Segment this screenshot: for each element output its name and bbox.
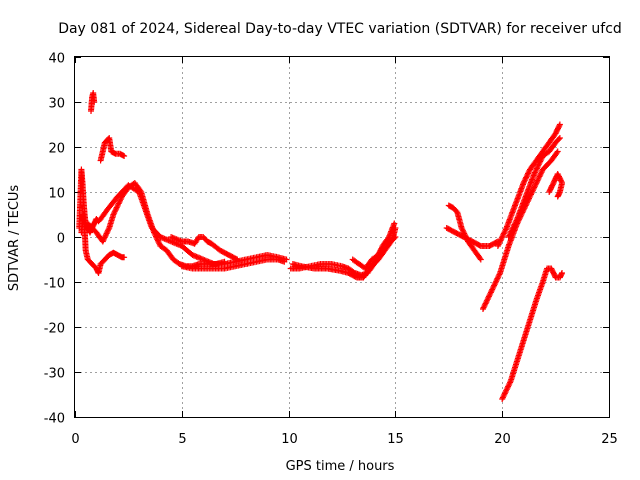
y-tick-label: -40 xyxy=(44,412,65,427)
y-tick-label: 40 xyxy=(48,52,65,67)
series-track-10 xyxy=(349,220,398,272)
data-point xyxy=(392,234,399,240)
x-tick-label: 25 xyxy=(601,432,618,447)
y-tick-label: 10 xyxy=(48,187,65,202)
data-point xyxy=(101,235,107,242)
y-axis-label: SDTVAR / TECUs xyxy=(7,185,22,292)
data-point xyxy=(528,190,535,196)
y-tick-label: 20 xyxy=(48,142,65,157)
series-track-17 xyxy=(546,171,565,200)
data-point xyxy=(121,153,128,159)
x-tick-label: 20 xyxy=(494,432,511,447)
data-point xyxy=(137,187,144,194)
data-marks xyxy=(76,90,565,402)
series-track-2 xyxy=(78,211,128,276)
data-point xyxy=(533,166,540,173)
axis-ticks xyxy=(75,57,610,418)
x-axis-label: GPS time / hours xyxy=(286,459,395,474)
data-point xyxy=(102,233,109,240)
data-point xyxy=(151,229,157,236)
series-track-6 xyxy=(168,234,241,263)
grid-lines xyxy=(75,57,609,417)
data-point xyxy=(556,135,563,141)
x-tick-label: 10 xyxy=(281,432,298,447)
data-point xyxy=(91,99,98,105)
data-point xyxy=(476,255,483,262)
data-point xyxy=(511,221,518,228)
y-tick-label: 30 xyxy=(48,97,65,112)
data-point xyxy=(391,235,398,242)
series-track-13 xyxy=(480,148,561,312)
y-tick-label: -30 xyxy=(44,367,65,382)
data-point xyxy=(559,270,565,276)
data-point xyxy=(234,256,241,263)
series-track-3 xyxy=(88,90,98,114)
x-tick-label: 5 xyxy=(178,432,186,447)
series-track-1 xyxy=(76,166,290,267)
data-point xyxy=(112,207,119,214)
data-point xyxy=(155,239,162,245)
series-track-16 xyxy=(505,135,563,240)
data-point xyxy=(477,256,484,263)
data-point xyxy=(281,258,288,265)
series-track-14 xyxy=(499,265,565,402)
y-tick-label: 0 xyxy=(57,232,65,247)
data-point xyxy=(105,226,112,233)
data-point xyxy=(121,254,128,261)
data-point xyxy=(505,383,512,390)
x-tick-label: 15 xyxy=(387,432,404,447)
series-track-4 xyxy=(97,135,128,164)
data-point xyxy=(554,148,561,155)
series-track-7 xyxy=(178,256,288,272)
plot-frame xyxy=(74,56,610,418)
data-point xyxy=(553,149,560,156)
data-point xyxy=(458,225,465,231)
data-point xyxy=(556,121,563,128)
data-point xyxy=(554,193,561,200)
data-point xyxy=(533,180,540,187)
y-tick-labels: -40 -30 -20 -10 0 10 20 30 40 xyxy=(44,52,65,427)
series-track-11 xyxy=(445,202,484,263)
data-point xyxy=(391,220,398,227)
series-track-9 xyxy=(289,234,399,281)
y-tick-label: -10 xyxy=(44,277,65,292)
y-tick-label: -20 xyxy=(44,322,65,337)
data-point xyxy=(523,174,530,181)
data-point xyxy=(496,238,503,245)
data-point xyxy=(221,258,228,265)
data-point xyxy=(555,136,562,143)
data-point xyxy=(154,236,161,243)
data-point xyxy=(525,170,531,177)
data-point xyxy=(494,275,501,282)
data-point xyxy=(520,180,527,186)
data-point xyxy=(556,122,563,129)
chart-title: Day 081 of 2024, Sidereal Day-to-day VTE… xyxy=(58,21,622,37)
x-tick-label: 0 xyxy=(71,432,79,447)
x-tick-labels: 0 5 10 15 20 25 xyxy=(71,432,617,447)
